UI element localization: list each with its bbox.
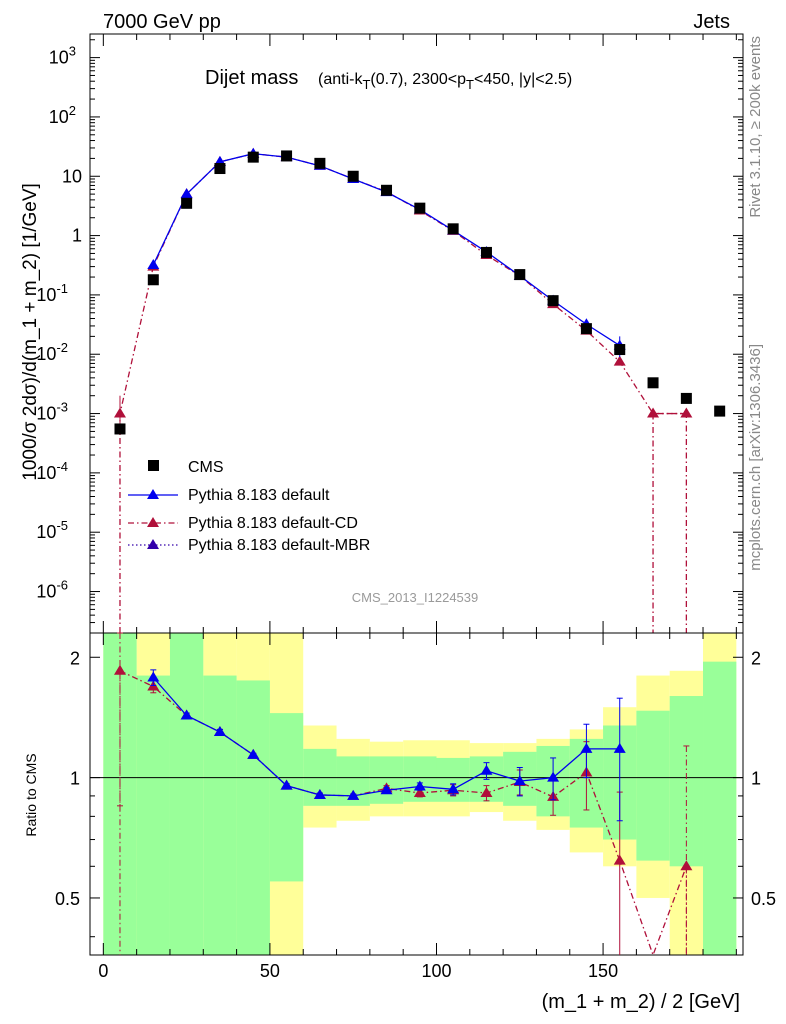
band-green-bin [236,680,270,955]
point-cms [114,423,126,435]
y-tick-label: 10-2 [36,340,68,364]
analysis-watermark: CMS_2013_I1224539 [352,590,479,605]
ratio-plot: 0 50 100 150 0.5 0.5 1 1 2 2 [55,632,776,981]
band-green-bin [669,696,704,867]
band-green-bin [136,675,170,955]
point-cms [281,150,293,162]
band-green-bin [369,756,404,804]
point-cd [647,407,660,418]
x-axis-label: (m_1 + m_2) / 2 [GeV] [542,991,740,1013]
legend-marker-default [147,489,159,499]
ratio-point-default [380,784,393,795]
point-cms [547,295,559,307]
ratio-y-tick-label-right: 1 [751,769,761,789]
point-cms [514,269,526,281]
point-cms [580,323,592,335]
y-tick-label: 102 [49,103,76,127]
ratio-point-cd [480,787,493,798]
y-tick-label: 103 [49,44,76,68]
series-line-cd [119,153,688,633]
band-green-bin [269,713,304,882]
point-cms [414,202,426,214]
legend-marker-cd [147,517,159,527]
point-cms [614,344,626,356]
ratio-point-cd [613,854,626,865]
ratio-point-default [547,771,560,782]
point-cms [480,246,492,258]
point-cms [181,197,193,209]
legend-label-mbr: Pythia 8.183 default-MBR [188,537,370,554]
band-green-bin [703,661,737,955]
point-cms [381,184,393,196]
ratio-point-default [447,783,460,794]
point-cms [447,223,459,235]
ratio-y-tick-label: 2 [70,648,80,668]
x-tick-label: 0 [98,961,108,981]
ratio-point-default [213,726,226,737]
ratio-point-cd [680,860,693,871]
header-left: 7000 GeV pp [103,11,221,33]
ratio-point-default [313,788,326,799]
legend: CMS Pythia 8.183 default Pythia 8.183 de… [128,459,370,554]
ratio-y-axis-label: Ratio to CMS [23,753,39,836]
y-tick-label: 10-1 [36,281,68,305]
ratio-point-default [147,671,160,682]
ratio-point-default [413,780,426,791]
legend-label-cms: CMS [188,459,224,476]
ratio-y-tick-label: 1 [70,769,80,789]
y-tick-label: 10-5 [36,518,68,542]
y-tick-label: 10-4 [36,459,68,483]
y-tick-label: 1 [72,226,82,246]
point-cms [314,157,326,169]
ratio-point-default [280,779,293,790]
point-cms [247,151,259,163]
legend-marker-mbr [147,539,159,549]
point-default [180,188,193,199]
ratio-point-default [613,742,626,753]
point-cms [347,170,359,182]
band-green-bin [169,633,204,955]
point-cd [680,407,693,418]
y-tick-label: 10-6 [36,578,68,602]
plot-title: Dijet mass [205,67,298,89]
band-green-bin [203,675,237,955]
y-tick-label: 10 [62,166,82,186]
y-axis-label: 1000/σ 2dσ)/d(m_1 + m_2) [1/GeV] [20,183,41,481]
ratio-point-cd [113,664,126,675]
x-tick-label: 50 [260,961,280,981]
ratio-y-tick-label: 0.5 [55,889,80,909]
ratio-point-cd [413,787,426,798]
point-cd [613,355,626,366]
point-cms [147,274,159,286]
ratio-point-default [347,789,360,800]
point-default [147,258,160,269]
x-tick-label: 100 [421,961,451,981]
plot-title-detail: (anti-kT(0.7), 2300<pT<450, |y|<2.5) [318,71,572,92]
ratio-point-default [180,709,193,720]
ratio-y-tick-label-right: 0.5 [751,889,776,909]
main-plot: 10-6 10-5 10-4 10-3 10-2 10-1 1 10 102 103 [36,33,744,634]
legend-label-cd: Pythia 8.183 default-CD [188,515,358,532]
ratio-point-default [247,748,260,759]
ratio-frame [89,632,744,956]
x-tick-label: 150 [588,961,618,981]
legend-marker-cms [148,460,159,471]
point-cms [647,377,659,389]
point-cms [714,405,726,417]
point-cms [214,163,226,175]
ratio-point-default [580,742,593,753]
mcplots-label: mcplots.cern.ch [arXiv:1306.3436] [747,344,764,571]
ratio-point-default [480,764,493,775]
rivet-label: Rivet 3.1.10, ≥ 200k events [747,36,764,218]
ratio-y-tick-label-right: 2 [751,648,761,668]
legend-label-default: Pythia 8.183 default [188,487,330,504]
ratio-point-default [513,775,526,786]
band-green-bin [636,710,670,861]
header-right: Jets [693,11,730,33]
series-line-default [152,153,621,347]
point-cms [680,392,692,404]
y-tick-label: 10-3 [36,400,68,424]
